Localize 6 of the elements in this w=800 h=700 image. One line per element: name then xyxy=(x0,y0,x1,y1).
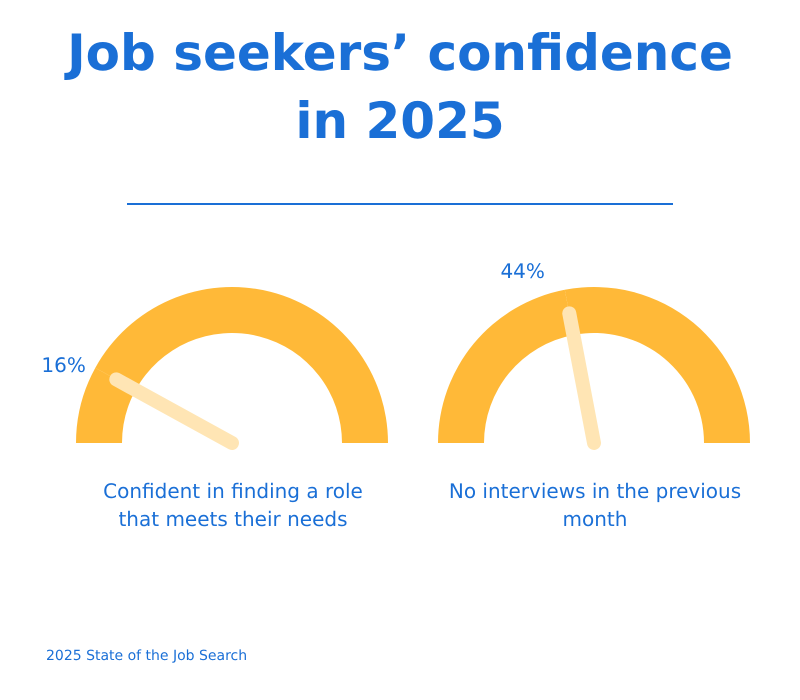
slice-label: 16% xyxy=(41,352,86,377)
slice-label: 44% xyxy=(500,258,545,283)
text: Job seekers’ confidence in 2025 xyxy=(64,24,733,150)
text: 2025 State of the Job Search xyxy=(46,648,248,664)
text: No interviews in the previous month xyxy=(448,479,742,531)
text: Confident in finding a role that meets their needs xyxy=(103,479,363,531)
